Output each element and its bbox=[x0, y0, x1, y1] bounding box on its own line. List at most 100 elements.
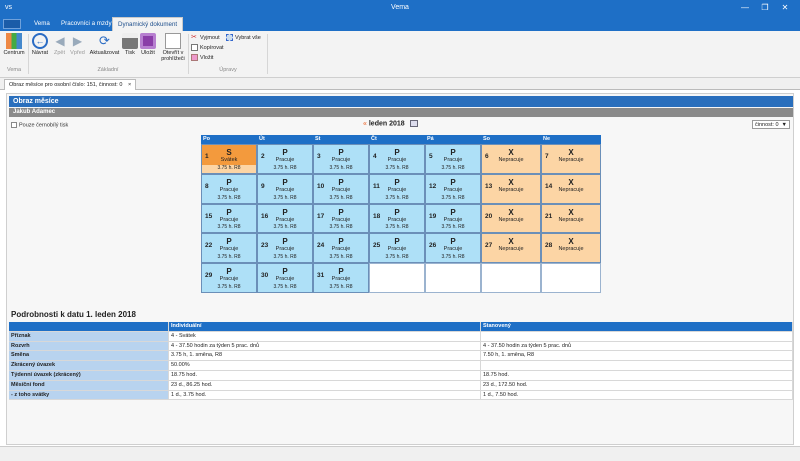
empty-day-cell bbox=[481, 263, 541, 293]
day-hours: 3.75 h. R8 bbox=[273, 194, 297, 201]
maximize-icon[interactable]: ❐ bbox=[761, 3, 769, 12]
navrat-button[interactable]: ← Návrat bbox=[31, 33, 49, 56]
calendar-day-cell[interactable]: 25 P Pracuje 3.75 h. R8 bbox=[369, 233, 425, 264]
centrum-button[interactable]: Centrum bbox=[3, 33, 25, 56]
close-icon[interactable]: ✕ bbox=[781, 3, 789, 12]
day-number: 8 bbox=[205, 182, 209, 190]
tisk-button[interactable]: Tisk bbox=[122, 33, 138, 56]
calendar-day-cell[interactable]: 3 P Pracuje 3.75 h. R8 bbox=[313, 144, 369, 174]
ulozit-button[interactable]: Uložit bbox=[140, 33, 156, 56]
kopirovat-button[interactable]: Kopírovat bbox=[191, 44, 224, 52]
calendar-icon[interactable] bbox=[409, 120, 418, 127]
calendar-day-cell[interactable]: 22 P Pracuje 3.75 h. R8 bbox=[201, 233, 257, 264]
divider bbox=[28, 34, 29, 74]
details-row-individual: 50.00% bbox=[169, 361, 481, 371]
day-status: Nepracuje bbox=[498, 216, 524, 223]
scissors-icon: ✂ bbox=[191, 34, 197, 42]
calendar-day-cell[interactable]: 15 P Pracuje 3.75 h. R8 bbox=[201, 203, 257, 234]
minimize-icon[interactable]: — bbox=[741, 3, 749, 12]
calendar-day-cell[interactable]: 21 X Nepracuje bbox=[541, 203, 601, 234]
day-status: Pracuje bbox=[387, 246, 407, 253]
calendar-day-cell[interactable]: 24 P Pracuje 3.75 h. R8 bbox=[313, 233, 369, 264]
details-row-individual: 3.75 h, 1. směna, R8 bbox=[169, 351, 481, 362]
day-number: 13 bbox=[485, 182, 493, 190]
day-hours: 3.75 h. R8 bbox=[273, 283, 297, 290]
zpet-button[interactable]: ◀ Zpět bbox=[52, 33, 67, 56]
day-status: Pracuje bbox=[331, 246, 351, 253]
calendar-day-cell[interactable]: 16 P Pracuje 3.75 h. R8 bbox=[257, 203, 313, 234]
day-status: Nepracuje bbox=[558, 216, 584, 223]
day-hours: 3.75 h. R8 bbox=[441, 224, 465, 231]
calendar-day-cell[interactable]: 10 P Pracuje 3.75 h. R8 bbox=[313, 173, 369, 204]
calendar-day-cell[interactable]: 23 P Pracuje 3.75 h. R8 bbox=[257, 233, 313, 264]
calendar-day-cell[interactable]: 20 X Nepracuje bbox=[481, 203, 541, 234]
calendar-day-cell[interactable]: 28 X Nepracuje bbox=[541, 233, 601, 264]
calendar-day-cell[interactable]: 13 X Nepracuje bbox=[481, 173, 541, 204]
day-status: Pracuje bbox=[443, 246, 463, 253]
document-tab[interactable]: Obraz měsíce pro osobní číslo: 151, činn… bbox=[4, 79, 137, 90]
day-number: 26 bbox=[429, 242, 437, 250]
day-hours: 3.75 h. R8 bbox=[217, 224, 241, 231]
day-number: 6 bbox=[485, 153, 489, 160]
calendar-day-cell[interactable]: 4 P Pracuje 3.75 h. R8 bbox=[369, 144, 425, 174]
calendar-day-cell[interactable]: 29 P Pracuje 3.75 h. R8 bbox=[201, 263, 257, 293]
day-code: P bbox=[394, 237, 400, 247]
tab-pracovnici[interactable]: Pracovníci a mzdy bbox=[61, 20, 112, 27]
calendar-day-cell[interactable]: 12 P Pracuje 3.75 h. R8 bbox=[425, 173, 481, 204]
vpred-button[interactable]: ▶ Vpřed bbox=[70, 34, 85, 56]
details-row-standard: 18.75 hod. bbox=[481, 371, 793, 381]
day-hours: 3.75 h. R8 bbox=[441, 194, 465, 201]
day-hours: 3.75 h. R8 bbox=[273, 254, 297, 261]
day-code: P bbox=[282, 207, 288, 217]
otevrit-v-prohlizeci-button[interactable]: Otevřít v prohlížeči bbox=[159, 33, 187, 62]
back-circle-icon: ← bbox=[32, 33, 48, 49]
calendar-day-cell[interactable]: 8 P Pracuje 3.75 h. R8 bbox=[201, 173, 257, 204]
calendar-day-cell[interactable]: 30 P Pracuje 3.75 h. R8 bbox=[257, 263, 313, 293]
calendar-day-cell[interactable]: 11 P Pracuje 3.75 h. R8 bbox=[369, 173, 425, 204]
calendar-day-cell[interactable]: 19 P Pracuje 3.75 h. R8 bbox=[425, 203, 481, 234]
day-status: Pracuje bbox=[219, 186, 239, 193]
calendar-day-cell[interactable]: 26 P Pracuje 3.75 h. R8 bbox=[425, 233, 481, 264]
vyjmout-button[interactable]: ✂ Vyjmout bbox=[191, 34, 220, 42]
day-number: 12 bbox=[429, 182, 437, 190]
cinnost-select[interactable]: činnost: 0 ▼ bbox=[752, 120, 790, 129]
browser-icon bbox=[165, 33, 181, 49]
day-number: 31 bbox=[317, 272, 325, 280]
group-upravy-label: Úpravy bbox=[219, 67, 237, 73]
document-tabs: Obraz měsíce pro osobní číslo: 151, činn… bbox=[0, 78, 800, 90]
printer-icon bbox=[122, 33, 138, 49]
app-menu-button[interactable] bbox=[3, 19, 21, 29]
aktualizovat-button[interactable]: ⟳ Aktualizovat bbox=[89, 33, 120, 56]
day-number: 14 bbox=[545, 182, 553, 190]
title-bar: vs Vema — ❐ ✕ bbox=[0, 0, 800, 17]
day-number: 23 bbox=[261, 242, 269, 250]
grid-icon bbox=[6, 33, 22, 49]
day-status: Pracuje bbox=[443, 186, 463, 193]
calendar-day-cell[interactable]: 14 X Nepracuje bbox=[541, 173, 601, 204]
calendar-day-cell[interactable]: 31 P Pracuje 3.75 h. R8 bbox=[313, 263, 369, 293]
day-code: X bbox=[508, 177, 514, 187]
close-tab-icon[interactable]: × bbox=[127, 82, 132, 88]
vlozit-button[interactable]: Vložit bbox=[191, 54, 213, 62]
calendar-day-cell[interactable]: 18 P Pracuje 3.75 h. R8 bbox=[369, 203, 425, 234]
tab-dynamicky-dokument[interactable]: Dynamický dokument bbox=[112, 17, 184, 31]
day-number: 3 bbox=[317, 153, 321, 160]
day-number: 29 bbox=[205, 272, 213, 280]
calendar-day-cell[interactable]: 17 P Pracuje 3.75 h. R8 bbox=[313, 203, 369, 234]
calendar-day-cell[interactable]: 6 X Nepracuje bbox=[481, 144, 541, 174]
bw-print-checkbox[interactable]: Pouze černobílý tisk bbox=[11, 122, 68, 128]
details-row-individual: 1 d., 3.75 hod. bbox=[169, 390, 481, 401]
window-title: Vema bbox=[391, 4, 409, 11]
calendar-day-cell[interactable]: 7 X Nepracuje bbox=[541, 144, 601, 174]
vybrat-vse-button[interactable]: Vybrat vše bbox=[226, 34, 261, 42]
calendar-day-cell[interactable]: 1 S Svátek 3.75 h. R8 bbox=[201, 144, 257, 174]
day-number: 2 bbox=[261, 153, 265, 160]
day-code: X bbox=[508, 207, 514, 217]
calendar-day-cell[interactable]: 27 X Nepracuje bbox=[481, 233, 541, 264]
calendar-day-cell[interactable]: 5 P Pracuje 3.75 h. R8 bbox=[425, 144, 481, 174]
calendar-day-cell[interactable]: 2 P Pracuje 3.75 h. R8 bbox=[257, 144, 313, 174]
calendar-day-cell[interactable]: 9 P Pracuje 3.75 h. R8 bbox=[257, 173, 313, 204]
details-col-individual: Individuální bbox=[169, 322, 481, 332]
prev-month-icon[interactable]: « bbox=[363, 120, 367, 128]
tab-vema[interactable]: Vema bbox=[34, 20, 50, 27]
